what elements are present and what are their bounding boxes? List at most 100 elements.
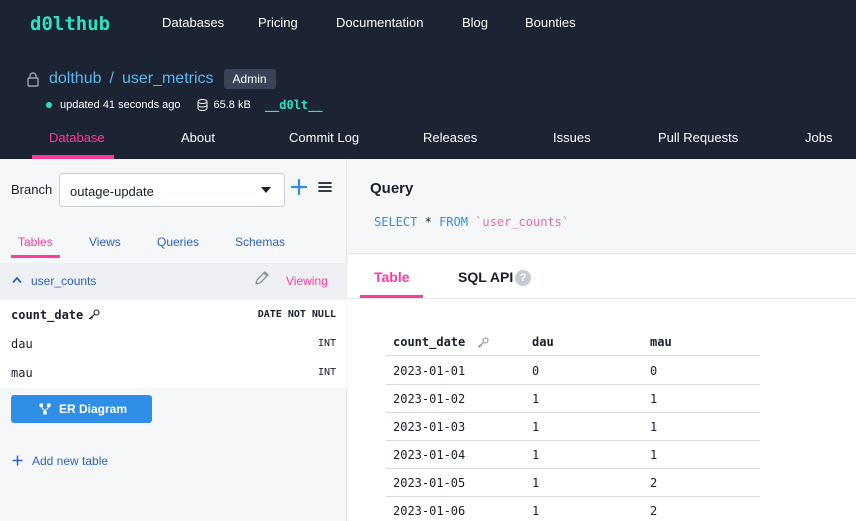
viewing-label: Viewing bbox=[286, 274, 328, 288]
table-row: 2023-01-03 1 1 bbox=[386, 413, 760, 441]
branch-value: outage-update bbox=[70, 184, 154, 199]
table-cell[interactable]: 2023-01-05 bbox=[393, 476, 466, 490]
main-panel: Query SELECT * FROM `user_counts` Table … bbox=[348, 159, 856, 521]
column-type: INT bbox=[317, 367, 336, 378]
plus-icon[interactable] bbox=[291, 179, 307, 195]
caret-down-icon bbox=[261, 187, 271, 193]
branch-select[interactable]: outage-update bbox=[59, 173, 285, 207]
add-new-table-label: Add new table bbox=[32, 454, 109, 468]
tab-jobs[interactable]: Jobs bbox=[805, 130, 833, 145]
breadcrumb-separator: / bbox=[109, 70, 114, 87]
table-cell[interactable]: 2 bbox=[650, 504, 658, 518]
status-dot bbox=[46, 102, 52, 108]
nav-bounties[interactable]: Bounties bbox=[525, 15, 576, 30]
table-cell[interactable]: 1 bbox=[650, 448, 658, 462]
table-row: 2023-01-02 1 1 bbox=[386, 385, 760, 413]
table-cell[interactable]: 1 bbox=[650, 420, 658, 434]
table-cell[interactable]: 2023-01-06 bbox=[393, 504, 466, 518]
tab-issues[interactable]: Issues bbox=[553, 130, 591, 145]
table-cell[interactable]: 2023-01-02 bbox=[393, 392, 466, 406]
table-header-row: count_date dau mau bbox=[386, 329, 760, 356]
column-list: count_date DATE NOT NULL dau INT mau INT bbox=[0, 300, 347, 388]
table-cell[interactable]: 1 bbox=[532, 476, 540, 490]
tab-database[interactable]: Database bbox=[49, 130, 105, 145]
query-title: Query bbox=[370, 180, 414, 197]
repo-name-link[interactable]: user_metrics bbox=[121, 70, 214, 87]
key-icon bbox=[477, 337, 489, 348]
results-active-indicator bbox=[360, 295, 423, 298]
column-row: mau INT bbox=[0, 358, 347, 387]
column-type: INT bbox=[317, 338, 336, 349]
table-cell[interactable]: 1 bbox=[532, 392, 540, 406]
sidebar-tab-views[interactable]: Views bbox=[89, 235, 121, 249]
table-cell[interactable]: 1 bbox=[532, 448, 540, 462]
divider bbox=[348, 298, 856, 299]
results-tab-table[interactable]: Table bbox=[374, 269, 410, 285]
plus-icon bbox=[12, 455, 23, 466]
branch-label: Branch bbox=[11, 182, 53, 197]
pencil-icon[interactable] bbox=[253, 270, 270, 287]
nav-databases[interactable]: Databases bbox=[162, 15, 225, 30]
er-diagram-label: ER Diagram bbox=[59, 402, 128, 416]
site-header: d0lthub Databases Pricing Documentation … bbox=[0, 0, 856, 159]
table-name[interactable]: user_counts bbox=[31, 274, 97, 288]
er-diagram-button[interactable]: ER Diagram bbox=[11, 395, 152, 423]
nav-pricing[interactable]: Pricing bbox=[258, 15, 298, 30]
dolthub-logo[interactable]: d0lthub bbox=[30, 13, 111, 35]
key-icon bbox=[88, 309, 100, 320]
query-section: Query SELECT * FROM `user_counts` bbox=[348, 159, 856, 254]
column-row: count_date DATE NOT NULL bbox=[0, 300, 347, 329]
table-cell[interactable]: 0 bbox=[650, 364, 658, 378]
table-row: 2023-01-01 0 0 bbox=[386, 357, 760, 385]
dolt-mark: __d0lt__ bbox=[264, 98, 323, 112]
table-item-header[interactable]: user_counts Viewing bbox=[0, 263, 347, 300]
tab-pull-requests[interactable]: Pull Requests bbox=[658, 130, 739, 145]
repo-breadcrumb: dolthub / user_metrics Admin bbox=[25, 68, 276, 90]
table-row: 2023-01-04 1 1 bbox=[386, 441, 760, 469]
help-icon[interactable]: ? bbox=[515, 270, 531, 286]
tab-releases[interactable]: Releases bbox=[423, 130, 478, 145]
active-tab-indicator bbox=[32, 155, 114, 159]
column-header[interactable]: mau bbox=[650, 335, 672, 349]
table-cell[interactable]: 1 bbox=[532, 504, 540, 518]
table-cell[interactable]: 1 bbox=[532, 420, 540, 434]
nav-documentation[interactable]: Documentation bbox=[336, 15, 424, 30]
column-name: mau bbox=[11, 366, 33, 380]
repo-size: 65.8 kB bbox=[213, 99, 251, 111]
column-name: count_date bbox=[11, 308, 84, 322]
chevron-up-icon[interactable] bbox=[12, 276, 22, 284]
table-cell[interactable]: 0 bbox=[532, 364, 540, 378]
tab-commit-log[interactable]: Commit Log bbox=[289, 130, 360, 145]
repo-meta: updated 41 seconds ago 65.8 kB __d0lt__ bbox=[46, 98, 323, 112]
repo-owner-link[interactable]: dolthub bbox=[49, 70, 102, 87]
sidebar-tab-queries[interactable]: Queries bbox=[157, 235, 200, 249]
table-cell[interactable]: 1 bbox=[650, 392, 658, 406]
role-badge: Admin bbox=[223, 69, 276, 89]
sql-star: * bbox=[424, 215, 432, 229]
nav-blog[interactable]: Blog bbox=[462, 15, 489, 30]
column-header[interactable]: count_date bbox=[393, 335, 466, 349]
sql-editor[interactable]: SELECT * FROM `user_counts` bbox=[374, 215, 569, 229]
sql-keyword: FROM bbox=[439, 215, 468, 229]
sql-table-name: `user_counts` bbox=[475, 215, 570, 229]
table-cell[interactable]: 2023-01-01 bbox=[393, 364, 466, 378]
results-section: Table SQL API ? count_date dau mau 2023-… bbox=[348, 255, 856, 521]
tab-about[interactable]: About bbox=[181, 130, 215, 145]
table-row: 2023-01-05 1 2 bbox=[386, 469, 760, 497]
column-name: dau bbox=[11, 337, 33, 351]
column-header[interactable]: dau bbox=[532, 335, 554, 349]
results-tab-sql-api[interactable]: SQL API bbox=[458, 269, 514, 285]
lock-icon bbox=[27, 72, 39, 87]
table-cell[interactable]: 2023-01-03 bbox=[393, 420, 466, 434]
left-sidebar: Branch outage-update Tables Views Querie… bbox=[0, 159, 347, 521]
table-row: 2023-01-06 1 2 bbox=[386, 497, 760, 521]
table-cell[interactable]: 2 bbox=[650, 476, 658, 490]
sidebar-tab-tables[interactable]: Tables bbox=[18, 235, 53, 249]
menu-icon[interactable] bbox=[318, 181, 332, 193]
sidebar-tab-schemas[interactable]: Schemas bbox=[235, 235, 286, 249]
database-icon bbox=[197, 99, 207, 111]
table-cell[interactable]: 2023-01-04 bbox=[393, 448, 466, 462]
diagram-icon bbox=[39, 403, 51, 415]
column-type: DATE NOT NULL bbox=[257, 309, 336, 320]
column-row: dau INT bbox=[0, 329, 347, 358]
